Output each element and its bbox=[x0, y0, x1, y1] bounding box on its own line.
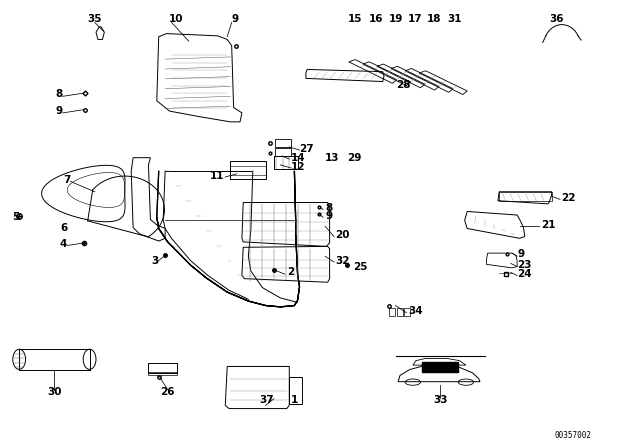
Text: 30: 30 bbox=[47, 387, 61, 397]
Text: 36: 36 bbox=[550, 14, 564, 24]
Text: 34: 34 bbox=[408, 306, 423, 316]
Text: 9: 9 bbox=[517, 250, 524, 259]
Text: 9: 9 bbox=[232, 14, 239, 24]
Text: 13: 13 bbox=[325, 153, 340, 163]
Text: 18: 18 bbox=[427, 14, 441, 24]
Text: 7: 7 bbox=[63, 175, 70, 185]
Text: 14: 14 bbox=[291, 153, 306, 163]
Bar bbox=[397, 308, 403, 316]
Text: 26: 26 bbox=[161, 387, 175, 397]
Text: 12: 12 bbox=[291, 162, 306, 172]
Text: 6: 6 bbox=[60, 223, 67, 233]
Bar bbox=[230, 166, 266, 175]
Text: 23: 23 bbox=[517, 260, 532, 270]
Text: 00357002: 00357002 bbox=[554, 431, 591, 440]
Text: 27: 27 bbox=[300, 144, 314, 154]
Text: 8: 8 bbox=[325, 203, 332, 213]
Bar bbox=[289, 377, 302, 404]
Text: 37: 37 bbox=[259, 395, 274, 405]
Bar bbox=[275, 139, 291, 147]
Text: 1: 1 bbox=[291, 395, 298, 405]
Text: 31: 31 bbox=[447, 14, 461, 24]
Bar bbox=[148, 372, 177, 375]
Text: 17: 17 bbox=[408, 14, 422, 24]
Text: 10: 10 bbox=[169, 14, 183, 24]
Bar bbox=[275, 148, 291, 156]
Text: 20: 20 bbox=[335, 230, 350, 240]
Text: 28: 28 bbox=[396, 80, 410, 90]
Bar bbox=[274, 156, 298, 169]
Text: 16: 16 bbox=[369, 14, 383, 24]
Text: 5: 5 bbox=[12, 212, 20, 222]
Bar bbox=[230, 161, 266, 179]
Bar bbox=[499, 192, 552, 201]
Text: 29: 29 bbox=[348, 153, 362, 163]
Text: 35: 35 bbox=[88, 14, 102, 24]
Text: 4: 4 bbox=[60, 239, 67, 249]
Bar bbox=[422, 362, 458, 372]
Text: 21: 21 bbox=[541, 220, 556, 230]
Text: 8: 8 bbox=[56, 89, 63, 99]
Text: 32: 32 bbox=[335, 256, 350, 266]
Bar bbox=[148, 363, 177, 373]
Bar bbox=[389, 308, 395, 316]
Text: 33: 33 bbox=[433, 395, 447, 405]
Text: 9: 9 bbox=[56, 106, 63, 116]
Text: 25: 25 bbox=[353, 262, 368, 271]
Text: 19: 19 bbox=[388, 14, 403, 24]
Text: 11: 11 bbox=[209, 171, 224, 181]
Text: 3: 3 bbox=[152, 256, 159, 266]
Text: 15: 15 bbox=[348, 14, 362, 24]
Text: 22: 22 bbox=[561, 193, 575, 203]
Text: 9: 9 bbox=[325, 211, 332, 221]
Text: 2: 2 bbox=[287, 267, 294, 277]
Bar bbox=[404, 308, 410, 316]
Text: 24: 24 bbox=[517, 269, 532, 279]
